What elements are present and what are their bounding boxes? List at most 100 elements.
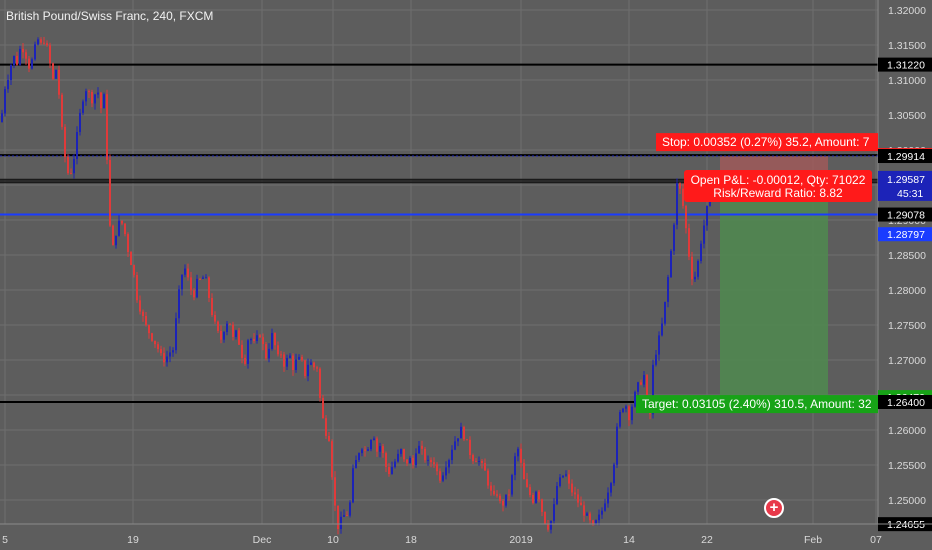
candle-body: [190, 277, 192, 291]
candle-body: [70, 173, 72, 175]
price-tick-label: 1.25000: [888, 495, 926, 507]
candle-body: [685, 205, 687, 229]
candle-body: [499, 495, 501, 502]
candle-body: [16, 55, 18, 65]
candle-body: [184, 268, 186, 275]
candle-body: [307, 364, 309, 377]
candle-body: [448, 460, 450, 468]
candle-body: [316, 367, 318, 369]
candle-body: [205, 277, 207, 279]
candle-body: [391, 467, 393, 475]
candle-body: [628, 406, 630, 421]
candle-body: [589, 513, 591, 521]
candle-body: [349, 502, 351, 516]
candle-body: [253, 339, 255, 342]
target-zone: [720, 179, 828, 398]
candle-body: [256, 335, 258, 342]
candle-body: [658, 335, 660, 355]
candle-body: [214, 314, 216, 322]
candle-body: [376, 438, 378, 452]
price-label-box: [878, 149, 932, 164]
candle-body: [412, 457, 414, 466]
pnl-box: [684, 170, 872, 202]
last-price-label: 1.29587: [887, 174, 925, 186]
candle-body: [28, 58, 30, 69]
price-tick-label: 1.27500: [888, 320, 926, 332]
candle-body: [148, 324, 150, 334]
candle-body: [415, 453, 417, 466]
candle-body: [490, 485, 492, 491]
candle-body: [127, 234, 129, 253]
candle-body: [679, 183, 681, 189]
candle-body: [91, 92, 93, 104]
candle-body: [115, 235, 117, 246]
candle-body: [19, 48, 21, 65]
candle-body: [607, 492, 609, 504]
candle-body: [244, 357, 246, 364]
price-tick-label: 1.27000: [888, 355, 926, 367]
price-label: 1.24655: [887, 519, 925, 531]
candle-body: [574, 492, 576, 495]
candle-body: [586, 513, 588, 516]
candle-body: [82, 101, 84, 113]
candle-body: [520, 448, 522, 463]
candle-body: [271, 333, 273, 349]
candle-body: [157, 344, 159, 350]
candle-body: [196, 278, 198, 298]
candle-body: [397, 453, 399, 462]
candle-body: [538, 491, 540, 500]
price-label: 1.26400: [887, 397, 925, 409]
candle-body: [49, 45, 51, 64]
candle-body: [187, 268, 189, 278]
candle-body: [703, 225, 705, 244]
candle-body: [478, 460, 480, 462]
time-tick-label: 14: [623, 534, 635, 546]
candle-body: [40, 39, 42, 43]
time-axis[interactable]: 5 19 Dec 10 18 2019 14 22 Feb 07: [0, 523, 932, 546]
candle-body: [577, 494, 579, 503]
candle-body: [235, 330, 237, 337]
candle-body: [112, 225, 114, 246]
candle-body: [364, 449, 366, 451]
add-alert-button[interactable]: +: [764, 498, 784, 518]
candle-body: [334, 477, 336, 506]
candle-body: [31, 59, 33, 69]
candle-body: [544, 511, 546, 524]
candle-body: [646, 375, 648, 399]
candle-body: [223, 331, 225, 340]
time-tick-label: 22: [701, 534, 713, 546]
price-label: 1.29078: [887, 210, 925, 222]
candle-body: [226, 323, 228, 332]
candle-body: [1, 113, 3, 122]
candles: [1, 36, 720, 535]
candle-body: [169, 352, 171, 357]
price-axis[interactable]: 1.320001.315001.310001.305001.300001.295…: [877, 0, 932, 550]
last-price-badge: [878, 170, 932, 201]
time-tick-label: 19: [127, 534, 139, 546]
candle-body: [202, 277, 204, 279]
candle-body: [136, 274, 138, 301]
candle-body: [529, 487, 531, 496]
candle-body: [634, 391, 636, 407]
candle-body: [676, 183, 678, 225]
candle-body: [304, 360, 306, 377]
candle-body: [337, 505, 339, 530]
candle-body: [286, 357, 288, 367]
candle-body: [145, 315, 147, 325]
candle-body: [457, 438, 459, 442]
candle-body: [640, 382, 642, 385]
candle-body: [94, 94, 96, 104]
candle-body: [106, 94, 108, 160]
candle-body: [532, 495, 534, 503]
candle-body: [241, 344, 243, 358]
candle-body: [547, 523, 549, 530]
candle-body: [142, 311, 144, 316]
price-label-box: [878, 57, 932, 72]
stop-label-box: [656, 133, 878, 152]
time-tick-label: 10: [327, 534, 339, 546]
candle-body: [346, 515, 348, 517]
candle-body: [700, 243, 702, 261]
candle-body: [100, 92, 102, 109]
